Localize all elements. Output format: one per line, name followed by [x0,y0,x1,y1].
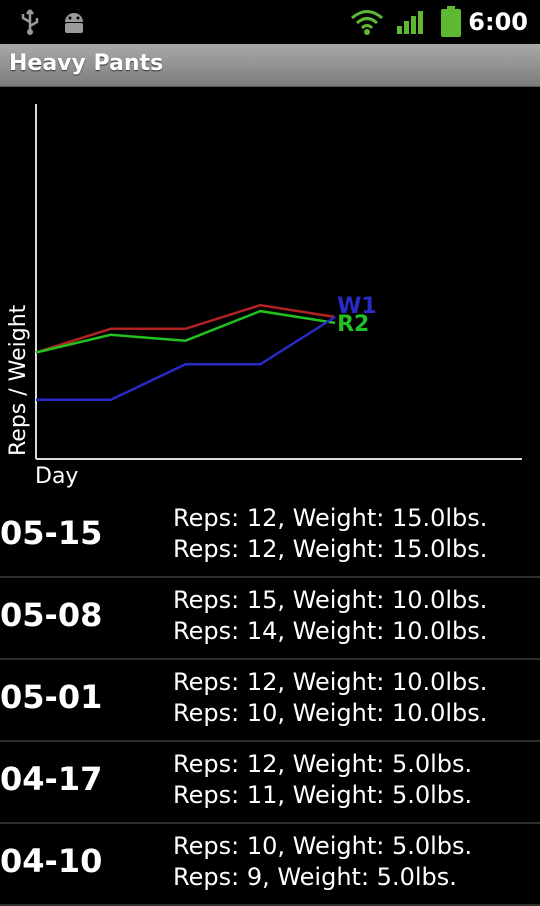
set-2: Reps: 9, Weight: 5.0lbs. [173,863,457,891]
set-2: Reps: 11, Weight: 5.0lbs. [173,781,473,809]
android-debug-icon [60,8,88,40]
clock: 6:00 [468,8,528,36]
series-line-0 [35,303,336,354]
signal-icon [395,8,425,40]
log-row[interactable]: 05-08 Reps: 15, Weight: 10.0lbs. Reps: 1… [0,578,540,660]
set-2: Reps: 12, Weight: 15.0lbs. [173,535,488,563]
set-1: Reps: 12, Weight: 10.0lbs. [173,668,488,696]
battery-icon [440,6,462,42]
log-date: 05-01 [0,678,103,716]
wifi-icon [350,8,384,40]
series-line-1 [35,309,336,354]
log-row[interactable]: 04-17 Reps: 12, Weight: 5.0lbs. Reps: 11… [0,742,540,824]
status-bar: 6:00 [0,0,540,44]
log-row[interactable]: 04-10 Reps: 10, Weight: 5.0lbs. Reps: 9,… [0,824,540,906]
log-date: 04-17 [0,760,103,798]
log-date: 05-15 [0,514,103,552]
log-row[interactable]: 05-01 Reps: 12, Weight: 10.0lbs. Reps: 1… [0,660,540,742]
app-title: Heavy Pants [9,51,164,76]
workout-log-list: 05-15 Reps: 12, Weight: 15.0lbs. Reps: 1… [0,496,540,906]
y-axis-label: Reps / Weight [6,304,31,456]
set-1: Reps: 10, Weight: 5.0lbs. [173,832,473,860]
set-2: Reps: 14, Weight: 10.0lbs. [173,617,488,645]
set-1: Reps: 12, Weight: 15.0lbs. [173,504,488,532]
x-axis-label: Day [35,464,78,489]
log-date: 04-10 [0,842,103,880]
set-1: Reps: 15, Weight: 10.0lbs. [173,586,488,614]
series-line-2 [36,315,336,402]
set-2: Reps: 10, Weight: 10.0lbs. [173,699,488,727]
log-date: 05-08 [0,596,103,634]
series-label-r2: R2 [337,312,369,337]
log-row[interactable]: 05-15 Reps: 12, Weight: 15.0lbs. Reps: 1… [0,496,540,578]
series-label-w1: W1 [337,294,377,319]
app-title-bar: Heavy Pants [0,44,540,87]
set-1: Reps: 12, Weight: 5.0lbs. [173,750,473,778]
usb-icon [18,8,42,40]
